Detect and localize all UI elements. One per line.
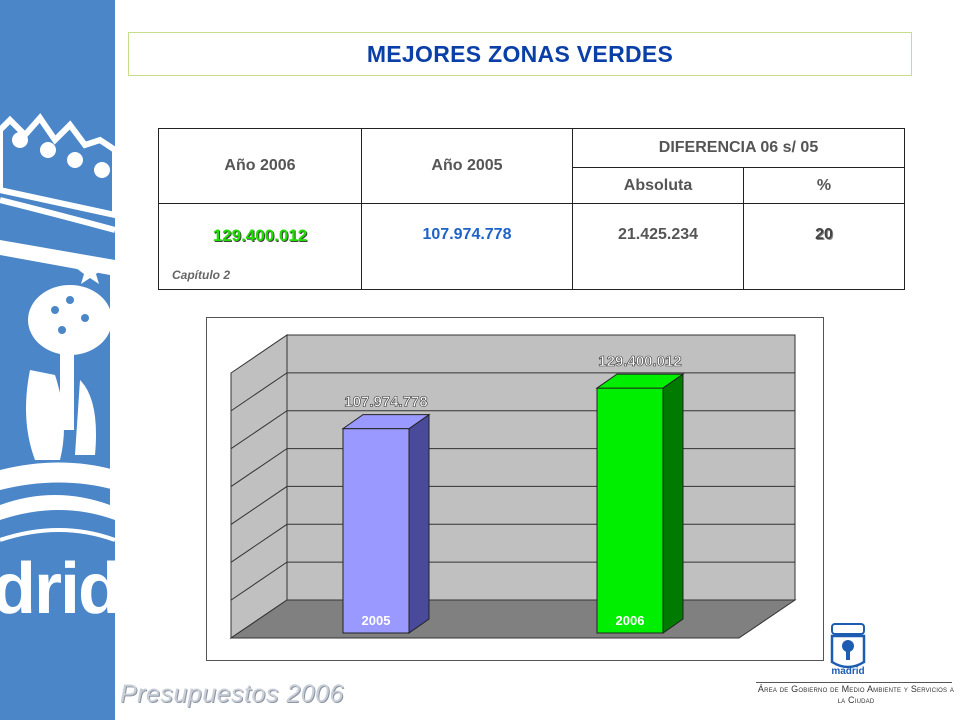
category-label: 2006 [616,613,645,628]
header-2005: Año 2005 [361,128,573,204]
gridline [230,372,795,412]
sidebar-banner: drid [0,0,115,720]
dept-divider [756,682,952,683]
cell-2005: 107.974.778 [361,203,573,290]
cell-percent: 20 [743,203,905,290]
madrid-logo: madrid [828,622,868,683]
header-percent: % [743,167,905,204]
bar-side [408,413,430,634]
cell-absolute: 21.425.234 [572,203,744,290]
header-absolute: Absoluta [572,167,744,204]
madrid-coat-of-arms [0,113,115,542]
value-2005: 107.974.778 [422,226,512,243]
bar-front [342,428,410,634]
madrid-shield-icon [830,623,866,669]
value-2006: 129.400.012 [212,226,308,245]
chart-canvas: 107.974.778 2005 129.400.012 2006 [229,334,797,639]
department-caption: Área de Gobierno de Medio Ambiente y Ser… [757,684,955,705]
chart-side-wall [230,334,288,639]
chart-floor [229,599,797,639]
page-title: MEJORES ZONAS VERDES [366,40,674,67]
header-diff: DIFERENCIA 06 s/ 05 [572,128,905,168]
header-2006: Año 2006 [158,128,362,204]
chapter-note: Capítulo 2 [172,268,231,282]
bar-top [341,414,431,430]
bar-chart: 107.974.778 2005 129.400.012 2006 [206,317,824,661]
bar-side [662,373,684,634]
data-label: 129.400.012 [598,353,681,370]
value-percent: 20 [815,226,833,243]
bar-front [596,387,664,634]
footer-brand: Presupuestos 2006 [120,680,344,708]
bar-top [595,373,685,389]
logo-wordmark: madrid [831,666,865,677]
title-box: MEJORES ZONAS VERDES [128,32,912,76]
cell-2006: 129.400.012 [158,203,362,290]
bar: 107.974.778 2005 [341,393,431,634]
data-label: 107.974.778 [344,394,427,411]
sidebar-wordmark: drid [0,549,115,629]
summary-table: Año 2006 Año 2005 DIFERENCIA 06 s/ 05 Ab… [158,128,905,290]
category-label: 2005 [362,613,391,628]
bar: 129.400.012 2006 [595,353,685,634]
